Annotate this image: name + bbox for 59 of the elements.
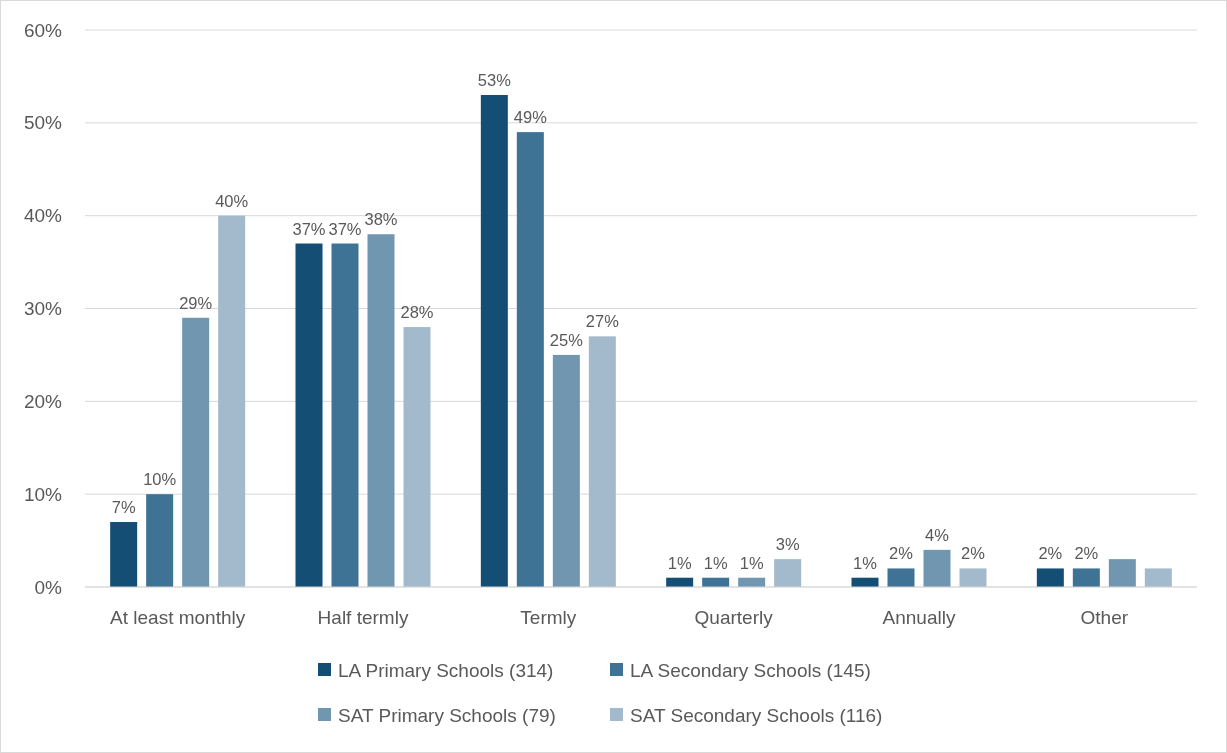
legend-label: SAT Primary Schools (79) [338,705,556,726]
legend-label: LA Primary Schools (314) [338,660,554,681]
data-label: 1% [667,553,692,572]
y-tick-label: 0% [34,576,63,598]
x-tick-label: Annually [882,607,956,628]
data-label: 28% [400,303,434,322]
bar [146,494,174,587]
bar [480,94,508,587]
data-label: 1% [703,553,728,572]
data-label: 2% [1074,544,1099,563]
bar [1144,568,1172,587]
x-tick-label: Quarterly [694,607,774,628]
data-label: 37% [292,219,326,238]
bar [516,132,544,587]
bar [218,215,246,587]
data-label: 3% [775,535,800,554]
bar [552,354,580,587]
data-label: 38% [364,210,398,229]
bar [923,549,951,587]
data-label: 27% [585,312,620,331]
bar [367,234,395,587]
y-tick-label: 10% [23,483,63,505]
data-label: 2% [889,544,914,563]
legend-label: LA Secondary Schools (145) [630,660,871,681]
data-label: 40% [215,191,249,210]
data-label: 2% [1038,544,1063,563]
data-label: 1% [853,553,878,572]
x-tick-label: Termly [520,607,577,628]
bar [1108,559,1136,587]
data-label: 1% [739,553,764,572]
data-label: 7% [111,498,136,517]
y-tick-label: 40% [23,205,63,227]
data-label: 2% [961,544,986,563]
bar [403,327,431,587]
data-label: 49% [513,108,548,127]
data-label: 29% [179,293,213,312]
bar [1072,568,1100,587]
data-label: 25% [549,330,584,349]
x-tick-label: Half termly [317,607,409,628]
data-label: 10% [143,470,177,489]
bar [295,243,323,587]
bar [182,317,210,587]
bar [959,568,987,587]
y-tick-label: 30% [23,298,63,320]
bar [588,336,616,587]
bar [774,559,802,587]
data-label: 53% [477,70,512,89]
y-tick-label: 50% [23,112,63,134]
data-label: 37% [328,219,362,238]
x-tick-label: Other [1080,607,1129,628]
data-label: 4% [925,525,950,544]
bar [331,243,359,587]
y-tick-label: 20% [23,390,63,412]
y-tick-label: 60% [23,19,63,41]
x-tick-label: At least monthly [110,607,246,628]
bar [110,522,138,587]
bar [1036,568,1064,587]
bar [887,568,915,587]
legend-label: SAT Secondary Schools (116) [630,705,883,726]
